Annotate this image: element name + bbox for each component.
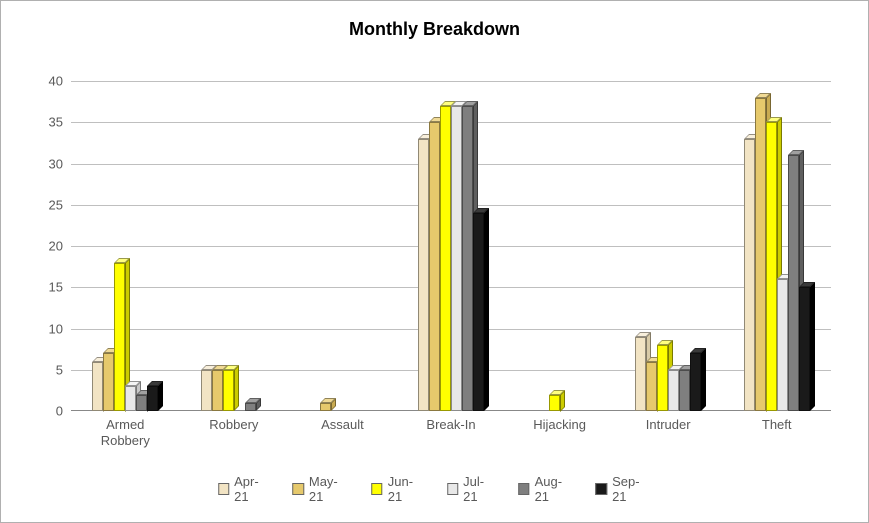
bar bbox=[440, 106, 451, 411]
legend-label: May-21 bbox=[309, 474, 350, 504]
y-tick-label: 0 bbox=[56, 404, 63, 419]
legend-swatch bbox=[518, 483, 529, 495]
bar bbox=[755, 98, 766, 412]
legend-swatch bbox=[218, 483, 229, 495]
bar-group bbox=[309, 81, 375, 411]
bar bbox=[657, 345, 668, 411]
bar bbox=[788, 155, 799, 411]
bar bbox=[690, 353, 701, 411]
bar bbox=[668, 370, 679, 411]
bar-group bbox=[418, 81, 484, 411]
y-tick-label: 20 bbox=[49, 239, 63, 254]
bar bbox=[777, 279, 788, 411]
legend-label: Apr-21 bbox=[234, 474, 270, 504]
legend-label: Aug-21 bbox=[535, 474, 574, 504]
legend-label: Jun-21 bbox=[388, 474, 425, 504]
x-tick-label: Assault bbox=[297, 417, 387, 433]
legend: Apr-21 May-21 Jun-21 Jul-21 Aug-21 Sep-21 bbox=[218, 474, 652, 504]
legend-item: Jun-21 bbox=[371, 474, 424, 504]
bar bbox=[92, 362, 103, 412]
x-tick-label: Break-In bbox=[406, 417, 496, 433]
bar bbox=[635, 337, 646, 411]
y-tick-label: 25 bbox=[49, 197, 63, 212]
bar bbox=[136, 395, 147, 412]
bar bbox=[462, 106, 473, 411]
bar bbox=[201, 370, 212, 411]
chart-title: Monthly Breakdown bbox=[1, 1, 868, 40]
bar-group bbox=[527, 81, 593, 411]
bar bbox=[744, 139, 755, 411]
y-tick-label: 35 bbox=[49, 115, 63, 130]
x-tick-label: Robbery bbox=[189, 417, 279, 433]
bar bbox=[223, 370, 234, 411]
bar bbox=[320, 403, 331, 411]
bar bbox=[429, 122, 440, 411]
legend-item: Sep-21 bbox=[596, 474, 652, 504]
y-tick-label: 40 bbox=[49, 74, 63, 89]
bar bbox=[799, 287, 810, 411]
legend-item: Aug-21 bbox=[518, 474, 574, 504]
x-tick-label: Armed Robbery bbox=[80, 417, 170, 448]
y-tick-label: 10 bbox=[49, 321, 63, 336]
x-tick-label: Intruder bbox=[623, 417, 713, 433]
legend-item: May-21 bbox=[293, 474, 350, 504]
chart-container: Monthly Breakdown 0510152025303540Armed … bbox=[0, 0, 869, 523]
y-tick-label: 5 bbox=[56, 362, 63, 377]
legend-swatch bbox=[293, 483, 304, 495]
bar-group bbox=[635, 81, 701, 411]
bar-group bbox=[744, 81, 810, 411]
bar-group bbox=[201, 81, 267, 411]
legend-swatch bbox=[371, 483, 382, 495]
bar bbox=[114, 263, 125, 412]
bar-group bbox=[92, 81, 158, 411]
plot-area: 0510152025303540Armed RobberyRobberyAssa… bbox=[71, 81, 831, 411]
bar bbox=[125, 386, 136, 411]
legend-label: Jul-21 bbox=[463, 474, 496, 504]
bar bbox=[212, 370, 223, 411]
bar bbox=[103, 353, 114, 411]
legend-swatch bbox=[596, 483, 607, 495]
bar bbox=[679, 370, 690, 411]
x-tick-label: Hijacking bbox=[515, 417, 605, 433]
legend-swatch bbox=[447, 483, 458, 495]
legend-item: Apr-21 bbox=[218, 474, 271, 504]
bar bbox=[245, 403, 256, 411]
legend-item: Jul-21 bbox=[447, 474, 496, 504]
y-tick-label: 15 bbox=[49, 280, 63, 295]
bar bbox=[473, 213, 484, 411]
bar bbox=[549, 395, 560, 412]
bar bbox=[766, 122, 777, 411]
bar bbox=[646, 362, 657, 412]
bar bbox=[451, 106, 462, 411]
x-tick-label: Theft bbox=[732, 417, 822, 433]
bar bbox=[418, 139, 429, 411]
legend-label: Sep-21 bbox=[612, 474, 651, 504]
y-tick-label: 30 bbox=[49, 156, 63, 171]
bar bbox=[147, 386, 158, 411]
